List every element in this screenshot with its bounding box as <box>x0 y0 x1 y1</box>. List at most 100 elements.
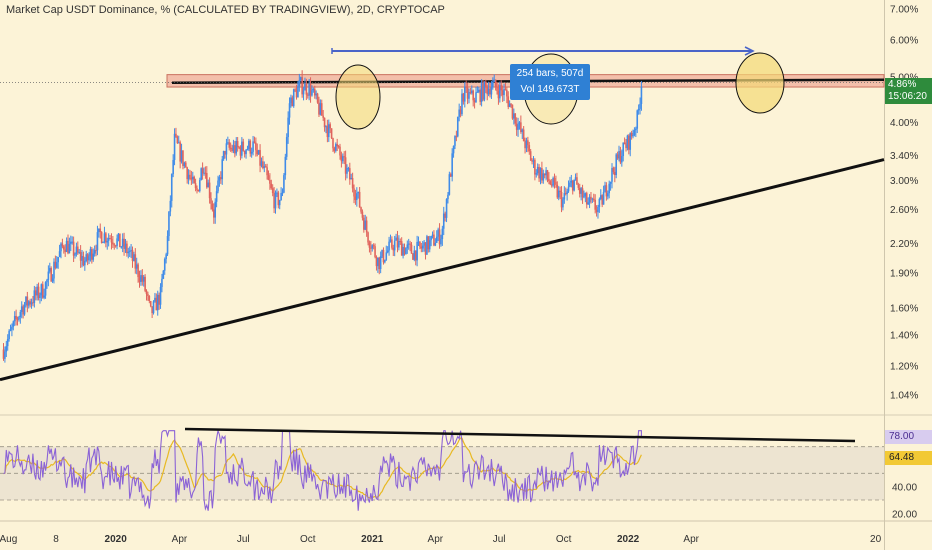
candle-body <box>368 242 371 248</box>
candle-body <box>618 151 620 159</box>
candle-body <box>399 241 402 243</box>
candle-body <box>221 159 224 180</box>
candle-body <box>299 77 302 81</box>
candle-body <box>599 195 602 199</box>
candle-body <box>81 256 83 261</box>
candle-body <box>629 132 632 150</box>
candle-body <box>489 88 491 95</box>
candle-body <box>465 86 467 88</box>
time-tick-label: Jul <box>237 534 250 545</box>
candle-body <box>569 182 571 187</box>
candle-body <box>590 196 592 200</box>
candle-body <box>577 184 580 188</box>
chart-title: Market Cap USDT Dominance, % (CALCULATED… <box>6 4 445 16</box>
candle-body <box>636 110 639 129</box>
candle-body <box>476 91 479 93</box>
candle-body <box>44 282 47 296</box>
candle-body <box>507 96 510 107</box>
candle-body <box>70 241 72 244</box>
candle-body <box>165 254 167 260</box>
measure-tooltip: 254 bars, 507d Vol 149.673T <box>510 64 590 100</box>
candle-body <box>246 148 249 150</box>
candle-body <box>494 79 497 88</box>
candle-body <box>200 168 202 181</box>
candle-body <box>238 147 240 149</box>
candle-body <box>58 251 61 258</box>
candle-body <box>37 286 40 298</box>
last-price-badge[interactable]: 4.86% 15:06:20 <box>885 78 932 104</box>
candle-body <box>184 162 187 168</box>
candle-body <box>262 161 264 168</box>
candle-body <box>336 144 338 147</box>
candle-body <box>493 79 496 82</box>
rsi-ma-badge[interactable]: 64.48 <box>885 451 932 465</box>
candle-body <box>242 141 245 151</box>
candle-body <box>169 200 172 212</box>
candle-body <box>462 93 465 102</box>
candle-body <box>384 259 386 263</box>
candle-body <box>105 233 107 243</box>
candle-body <box>75 246 78 255</box>
candle-body <box>241 141 243 156</box>
candle-body <box>614 171 616 176</box>
candle-body <box>528 145 531 152</box>
candle-body <box>316 93 319 103</box>
candle-body <box>405 248 407 255</box>
candle-body <box>248 140 250 149</box>
candle-body <box>61 243 64 247</box>
candle-body <box>585 193 588 205</box>
rsi-value-badge[interactable]: 78.00 <box>885 430 932 444</box>
candle-body <box>333 148 336 151</box>
candle-body <box>107 238 110 241</box>
candle-body <box>255 142 257 151</box>
candle-body <box>571 180 574 191</box>
candle-body <box>413 250 416 260</box>
candle-body <box>100 232 103 243</box>
candle-body <box>295 90 298 98</box>
candle-body <box>302 90 305 95</box>
candle-body <box>428 240 431 250</box>
candle-body <box>337 146 340 148</box>
candle-body <box>604 185 606 193</box>
candle-body <box>426 236 428 255</box>
candle-body <box>224 150 226 155</box>
candle-body <box>131 249 134 261</box>
price-tick-label: 1.04% <box>890 391 918 402</box>
candle-body <box>615 154 618 176</box>
candle-body <box>259 150 261 166</box>
candle-body <box>106 240 109 243</box>
candle-body <box>626 135 629 149</box>
candle-body <box>350 178 353 180</box>
candle-body <box>409 243 411 245</box>
candle-body <box>6 338 9 347</box>
candle-body <box>245 149 247 155</box>
candle-body <box>602 192 605 205</box>
candle-body <box>340 155 343 162</box>
candle-body <box>414 250 417 261</box>
candle-body <box>514 113 517 124</box>
candle-body <box>91 249 93 260</box>
candle-body <box>93 250 96 254</box>
candle-body <box>141 275 144 282</box>
candle-body <box>147 294 149 296</box>
candle-body <box>482 83 484 100</box>
price-tick-label: 2.20% <box>890 239 918 250</box>
candle-body <box>137 264 139 278</box>
candle-body <box>175 133 177 137</box>
candle-body <box>347 168 350 170</box>
candle-body <box>542 173 545 181</box>
candle-body <box>74 254 76 256</box>
candle-body <box>543 173 546 176</box>
candle-body <box>43 295 45 298</box>
candle-body <box>304 83 306 91</box>
candle-body <box>142 276 145 282</box>
candle-body <box>156 294 159 311</box>
candle-body <box>53 261 55 279</box>
candle-body <box>591 198 594 200</box>
candle-body <box>112 242 114 245</box>
candle-body <box>67 240 69 254</box>
candle-body <box>274 192 277 209</box>
candle-body <box>468 92 470 99</box>
candle-body <box>177 142 180 144</box>
candle-body <box>140 275 142 282</box>
